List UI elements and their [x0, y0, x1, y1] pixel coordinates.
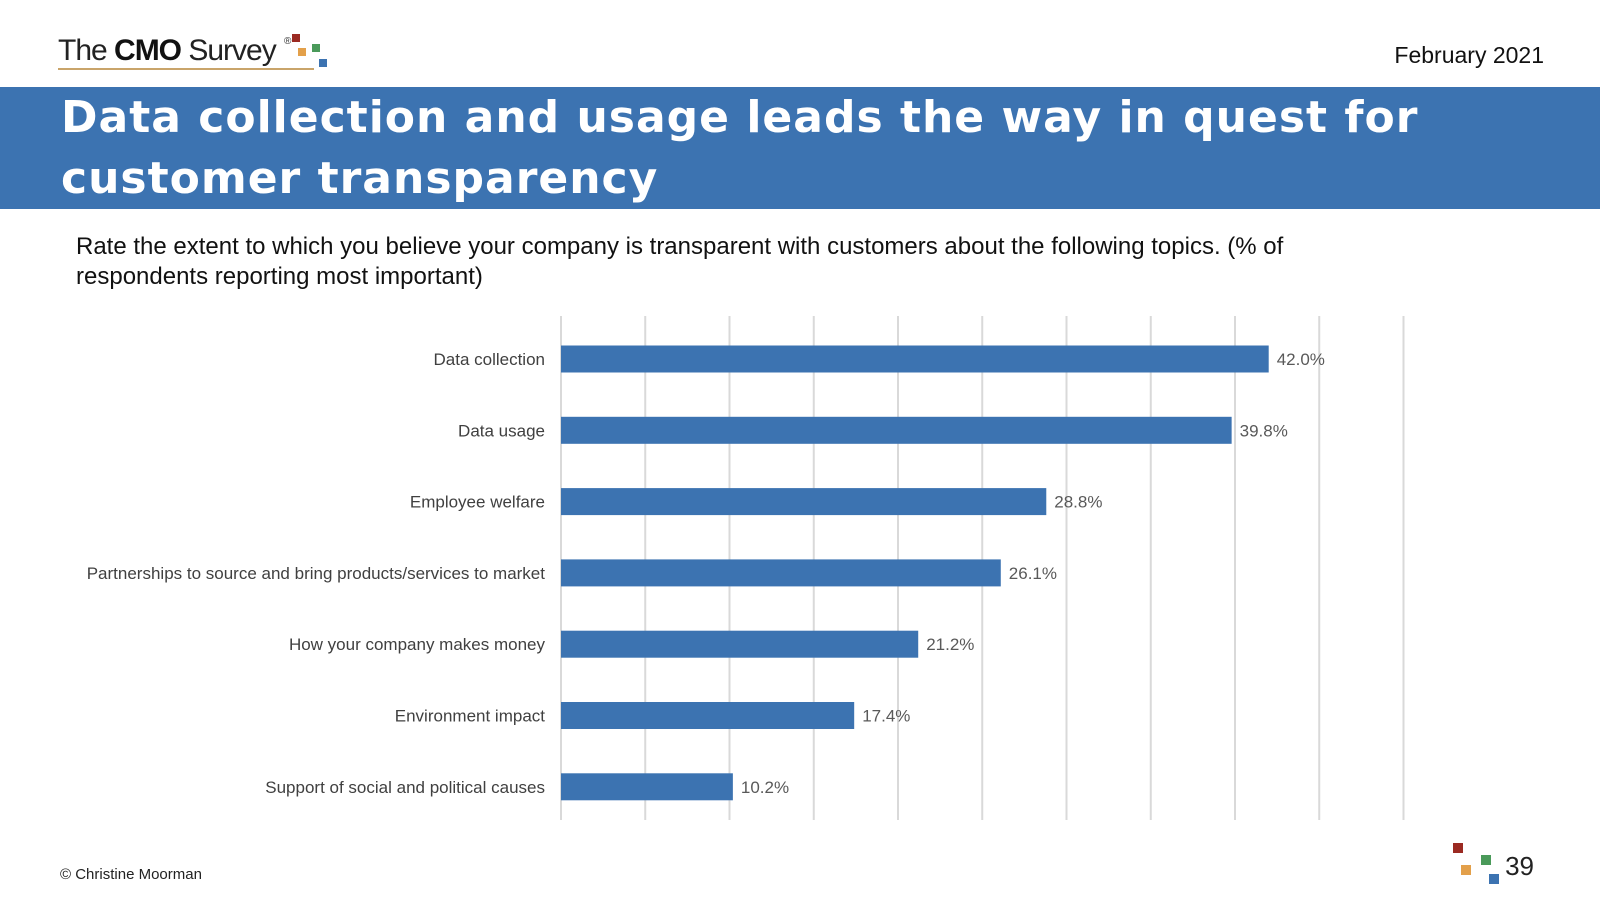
category-label: Support of social and political causes: [265, 778, 545, 797]
logo-wordmark: The CMO Survey: [58, 34, 277, 68]
category-label: Data usage: [458, 421, 545, 440]
footer-square-orange: [1461, 865, 1471, 875]
logo-square-red: [292, 34, 300, 42]
footer-square-green: [1481, 855, 1491, 865]
logo-square-orange: [298, 48, 306, 56]
footer-square-blue: [1489, 874, 1499, 884]
logo-square-green: [312, 44, 320, 52]
report-date: February 2021: [1394, 42, 1544, 68]
logo-square-blue: [319, 59, 327, 67]
data-label: 17.4%: [862, 707, 910, 726]
bar: [561, 345, 1269, 373]
logo-underline: [58, 68, 314, 70]
category-label: Data collection: [433, 350, 545, 369]
title-banner: Data collection and usage leads the way …: [0, 87, 1600, 209]
category-label: How your company makes money: [289, 635, 546, 654]
category-label: Employee welfare: [410, 493, 545, 512]
bar: [561, 559, 1001, 587]
bar-chart: Data collection 42.0% Data usage 39.8% Emplo…: [87, 316, 1405, 820]
data-label: 28.8%: [1054, 493, 1102, 512]
logo-registered-mark: ®: [284, 36, 292, 47]
logo-text-post: Survey: [181, 34, 276, 67]
copyright-footer: © Christine Moorman: [60, 866, 202, 883]
logo-text-pre: The: [58, 34, 115, 67]
data-label: 26.1%: [1009, 564, 1057, 583]
bar: [561, 488, 1047, 516]
bar: [561, 630, 919, 658]
data-label: 10.2%: [741, 778, 789, 797]
bar: [561, 773, 733, 801]
slide-title: Data collection and usage leads the way …: [61, 92, 1419, 204]
survey-question: Rate the extent to which you believe you…: [76, 233, 1284, 290]
footer-square-red: [1453, 843, 1463, 853]
logo-text-bold: CMO: [114, 34, 182, 67]
data-label: 39.8%: [1240, 421, 1288, 440]
category-label: Partnerships to source and bring product…: [87, 564, 546, 583]
data-label: 21.2%: [926, 635, 974, 654]
category-label: Environment impact: [395, 707, 546, 726]
data-label: 42.0%: [1277, 350, 1325, 369]
bar: [561, 416, 1232, 444]
bar: [561, 702, 855, 729]
page-number: 39: [1505, 851, 1534, 881]
